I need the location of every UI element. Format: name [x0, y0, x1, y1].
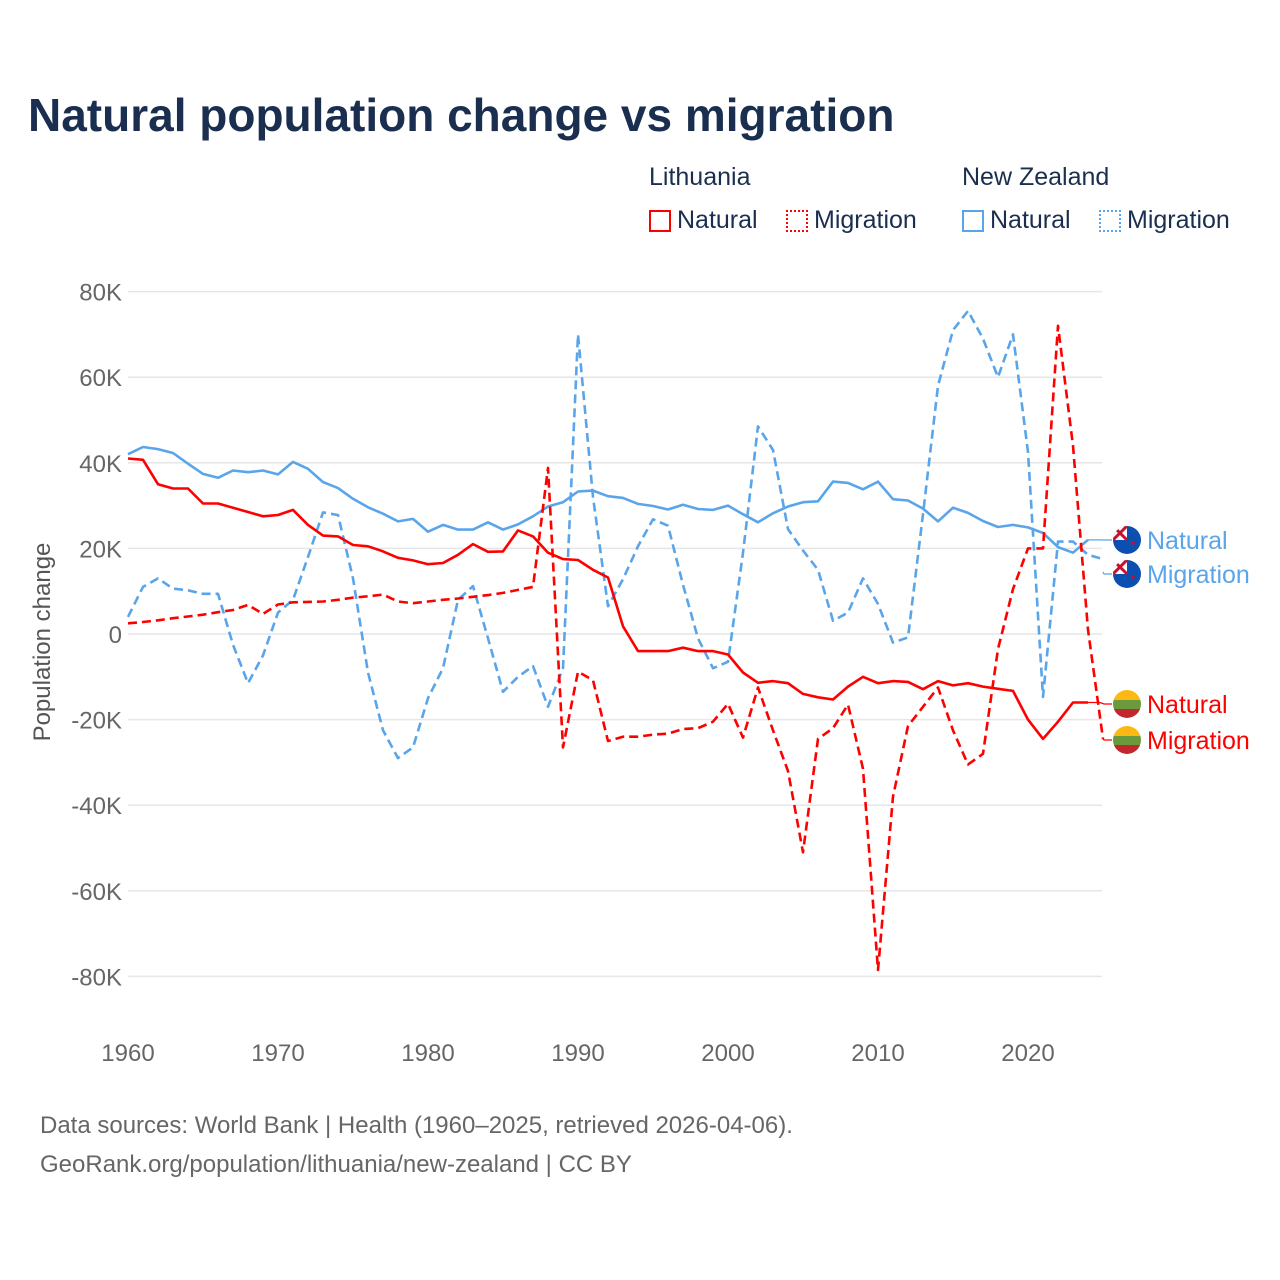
y-tick-label: -20K: [71, 708, 122, 735]
y-tick-label: -60K: [71, 879, 122, 906]
lithuania-flag-icon: [1113, 726, 1141, 754]
x-tick-label: 1960: [101, 1040, 154, 1067]
x-tick-label: 2000: [701, 1040, 754, 1067]
flag-star: [1131, 575, 1135, 579]
legend-label: Migration: [814, 206, 917, 234]
y-tick-label: 60K: [79, 365, 122, 392]
series-end-label-new-zealand-migration: Migration: [1147, 561, 1250, 589]
y-tick-label: 0: [109, 622, 122, 649]
y-axis-label: Population change: [29, 543, 56, 742]
legend-item-new-zealand-migration[interactable]: Migration: [1099, 206, 1230, 235]
series-end-label-lithuania-migration: Migration: [1147, 727, 1250, 755]
legend-item-lithuania-natural[interactable]: Natural: [649, 206, 758, 235]
y-tick-label: 20K: [79, 536, 122, 563]
legend-item-lithuania-migration[interactable]: Migration: [786, 206, 917, 235]
flag-stripe: [1113, 726, 1141, 736]
series-line-lithuania-natural: [127, 457, 1088, 741]
legend-label: Migration: [1127, 206, 1230, 234]
y-tick-label: 80K: [79, 280, 122, 307]
series-end-label-new-zealand-natural: Natural: [1147, 527, 1228, 555]
legend-group-lithuania: Lithuania: [649, 163, 751, 191]
series-line-new-zealand-natural: [127, 445, 1089, 555]
x-tick-label: 2010: [851, 1040, 904, 1067]
legend-item-new-zealand-natural[interactable]: Natural: [962, 206, 1071, 235]
flag-stripe: [1113, 745, 1141, 754]
new-zealand-flag-icon: [1113, 560, 1141, 588]
series-line-new-zealand-migration: [126, 309, 1104, 760]
label-connector: [1102, 571, 1112, 575]
dotted-swatch-icon: [1099, 209, 1121, 232]
new-zealand-flag-icon: [1113, 526, 1141, 554]
solid-swatch-icon: [649, 209, 671, 232]
y-tick-label: -40K: [71, 793, 122, 820]
label-connector: [1102, 738, 1112, 741]
y-tick-label: 40K: [79, 451, 122, 478]
legend-group-new-zealand: New Zealand: [962, 163, 1110, 191]
solid-swatch-icon: [962, 209, 984, 232]
dotted-swatch-icon: [786, 209, 808, 232]
legend-label: Natural: [677, 206, 758, 234]
flag-star: [1131, 541, 1135, 545]
flag-stripe: [1113, 690, 1141, 700]
x-tick-label: 1980: [401, 1040, 454, 1067]
x-tick-label: 2020: [1001, 1040, 1054, 1067]
flag-stripe: [1113, 700, 1141, 709]
series-end-label-lithuania-natural: Natural: [1147, 691, 1228, 719]
legend-label: Natural: [990, 206, 1071, 234]
label-connector: [1088, 701, 1112, 705]
y-tick-label: -80K: [71, 964, 122, 991]
lithuania-flag-icon: [1113, 690, 1141, 718]
series-line-lithuania-migration: [127, 324, 1105, 972]
x-tick-label: 1970: [251, 1040, 304, 1067]
flag-stripe: [1113, 736, 1141, 745]
source-line-1: Data sources: World Bank | Health (1960–…: [40, 1112, 793, 1139]
x-tick-label: 1990: [551, 1040, 604, 1067]
flag-stripe: [1113, 709, 1141, 718]
source-line-2[interactable]: GeoRank.org/population/lithuania/new-zea…: [40, 1151, 632, 1178]
chart-title: Natural population change vs migration: [28, 89, 895, 141]
source-note: Data sources: World Bank | Health (1960–…: [40, 1106, 793, 1184]
